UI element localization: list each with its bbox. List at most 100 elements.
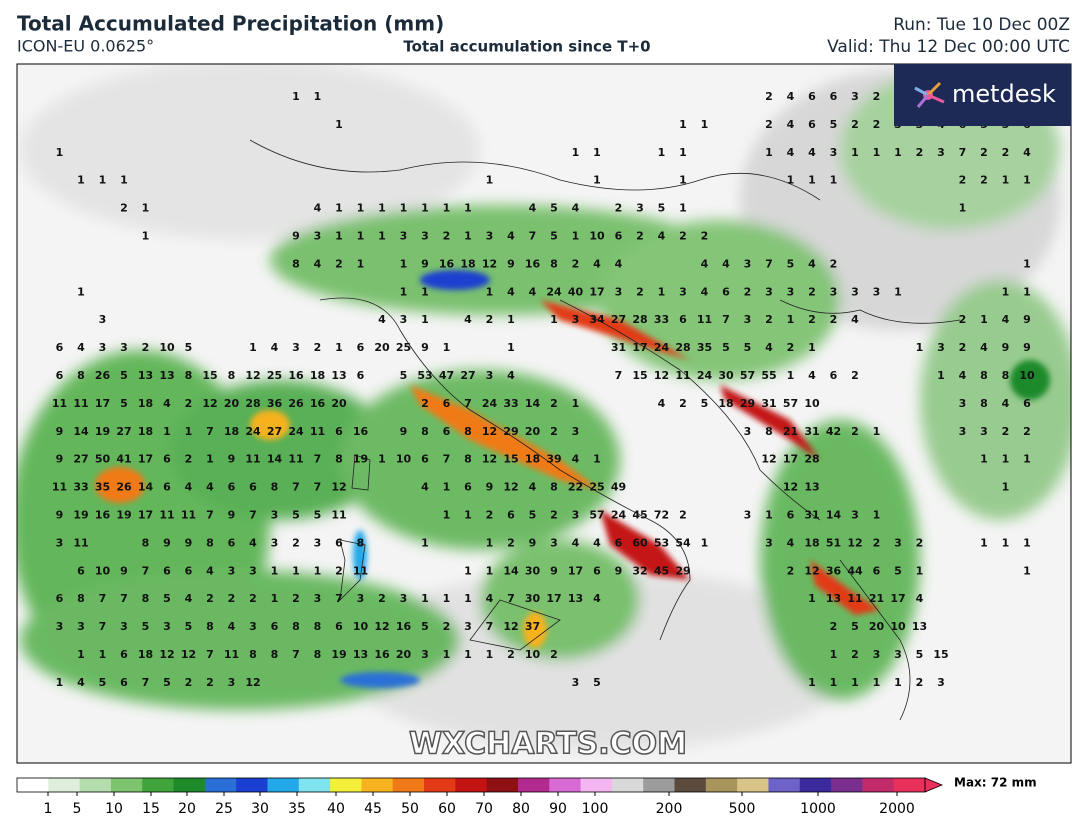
map-value: 3	[572, 313, 580, 326]
map-value: 3	[765, 285, 773, 298]
map-value: 4	[464, 313, 472, 326]
map-value: 2	[636, 285, 644, 298]
map-value: 3	[959, 397, 967, 410]
colorbar-swatch	[705, 778, 738, 792]
map-value: 1	[851, 676, 859, 689]
map-value: 7	[765, 257, 773, 270]
map-value: 5	[894, 564, 902, 577]
map-value: 6	[443, 397, 451, 410]
map-value: 1	[851, 146, 859, 159]
map-value: 1	[787, 313, 795, 326]
map-value: 57	[740, 369, 755, 382]
map-value: 6	[228, 481, 236, 494]
map-value: 28	[675, 341, 690, 354]
map-value: 1	[701, 118, 709, 131]
colorbar-label: 20	[178, 801, 196, 817]
map-value: 3	[357, 592, 365, 605]
map-value: 5	[529, 509, 537, 522]
colorbar-swatch	[204, 778, 237, 792]
map-value: 9	[163, 536, 171, 549]
map-value: 3	[830, 146, 838, 159]
map-value: 17	[95, 397, 110, 410]
colorbar-swatch	[831, 778, 863, 792]
map-value: 3	[56, 536, 64, 549]
map-value: 5	[701, 397, 709, 410]
map-value: 3	[56, 620, 64, 633]
map-value: 6	[722, 285, 730, 298]
map-value: 7	[529, 230, 537, 243]
map-value: 3	[959, 425, 967, 438]
map-value: 12	[181, 648, 196, 661]
map-value: 10	[353, 620, 369, 633]
map-value: 3	[851, 90, 859, 103]
map-value: 24	[654, 341, 670, 354]
map-value: 3	[228, 564, 236, 577]
map-value: 1	[314, 90, 322, 103]
map-value: 2	[1002, 146, 1010, 159]
map-value: 4	[228, 620, 236, 633]
map-value: 1	[421, 313, 429, 326]
map-value: 4	[271, 341, 279, 354]
map-value: 1	[507, 313, 515, 326]
map-value: 5	[593, 676, 601, 689]
map-value: 3	[744, 425, 752, 438]
map-value: 24	[288, 425, 304, 438]
colorbar-swatch	[799, 778, 832, 792]
colorbar-label: 200	[656, 801, 683, 817]
map-value: 30	[525, 564, 541, 577]
map-value: 7	[615, 369, 623, 382]
map-value: 3	[572, 425, 580, 438]
map-value: 13	[331, 369, 346, 382]
map-value: 2	[1002, 425, 1010, 438]
map-value: 6	[443, 425, 451, 438]
map-value: 8	[1002, 369, 1010, 382]
map-value: 2	[120, 202, 128, 215]
map-value: 2	[314, 341, 322, 354]
map-value: 3	[120, 341, 128, 354]
map-value: 4	[787, 536, 795, 549]
map-value: 6	[615, 230, 623, 243]
map-value: 8	[142, 592, 150, 605]
map-value: 1	[443, 481, 451, 494]
map-value: 6	[228, 536, 236, 549]
colorbar-label: 35	[288, 801, 306, 817]
colorbar-swatch	[79, 778, 112, 792]
map-value: 16	[439, 257, 455, 270]
map-value: 4	[808, 257, 816, 270]
map-value: 11	[52, 397, 67, 410]
map-value: 2	[830, 257, 838, 270]
colorbar-swatch	[643, 778, 676, 792]
map-value: 1	[679, 202, 687, 215]
map-value: 27	[611, 313, 626, 326]
map-value: 6	[464, 481, 472, 494]
map-value: 13	[138, 369, 153, 382]
map-value: 17	[138, 509, 153, 522]
map-value: 3	[314, 536, 322, 549]
map-value: 33	[654, 313, 669, 326]
map-value: 17	[632, 341, 647, 354]
map-value: 8	[292, 257, 300, 270]
map-value: 2	[873, 536, 881, 549]
map-value: 1	[1023, 453, 1031, 466]
map-value: 1	[421, 285, 429, 298]
map-value: 2	[292, 536, 300, 549]
map-value: 6	[679, 313, 687, 326]
map-value: 11	[224, 648, 239, 661]
map-value: 28	[632, 313, 647, 326]
map-value: 26	[95, 369, 111, 382]
map-value: 11	[288, 453, 303, 466]
map-value: 31	[761, 397, 776, 410]
map-value: 1	[701, 536, 709, 549]
map-value: 4	[77, 341, 85, 354]
map-value: 1	[292, 90, 300, 103]
map-value: 5	[185, 341, 193, 354]
map-value: 2	[142, 341, 150, 354]
map-value: 2	[830, 620, 838, 633]
map-value: 11	[331, 509, 346, 522]
map-value: 6	[335, 620, 343, 633]
map-value: 6	[1023, 397, 1031, 410]
map-value: 3	[873, 285, 881, 298]
map-value: 14	[267, 453, 283, 466]
map-value: 45	[654, 564, 669, 577]
